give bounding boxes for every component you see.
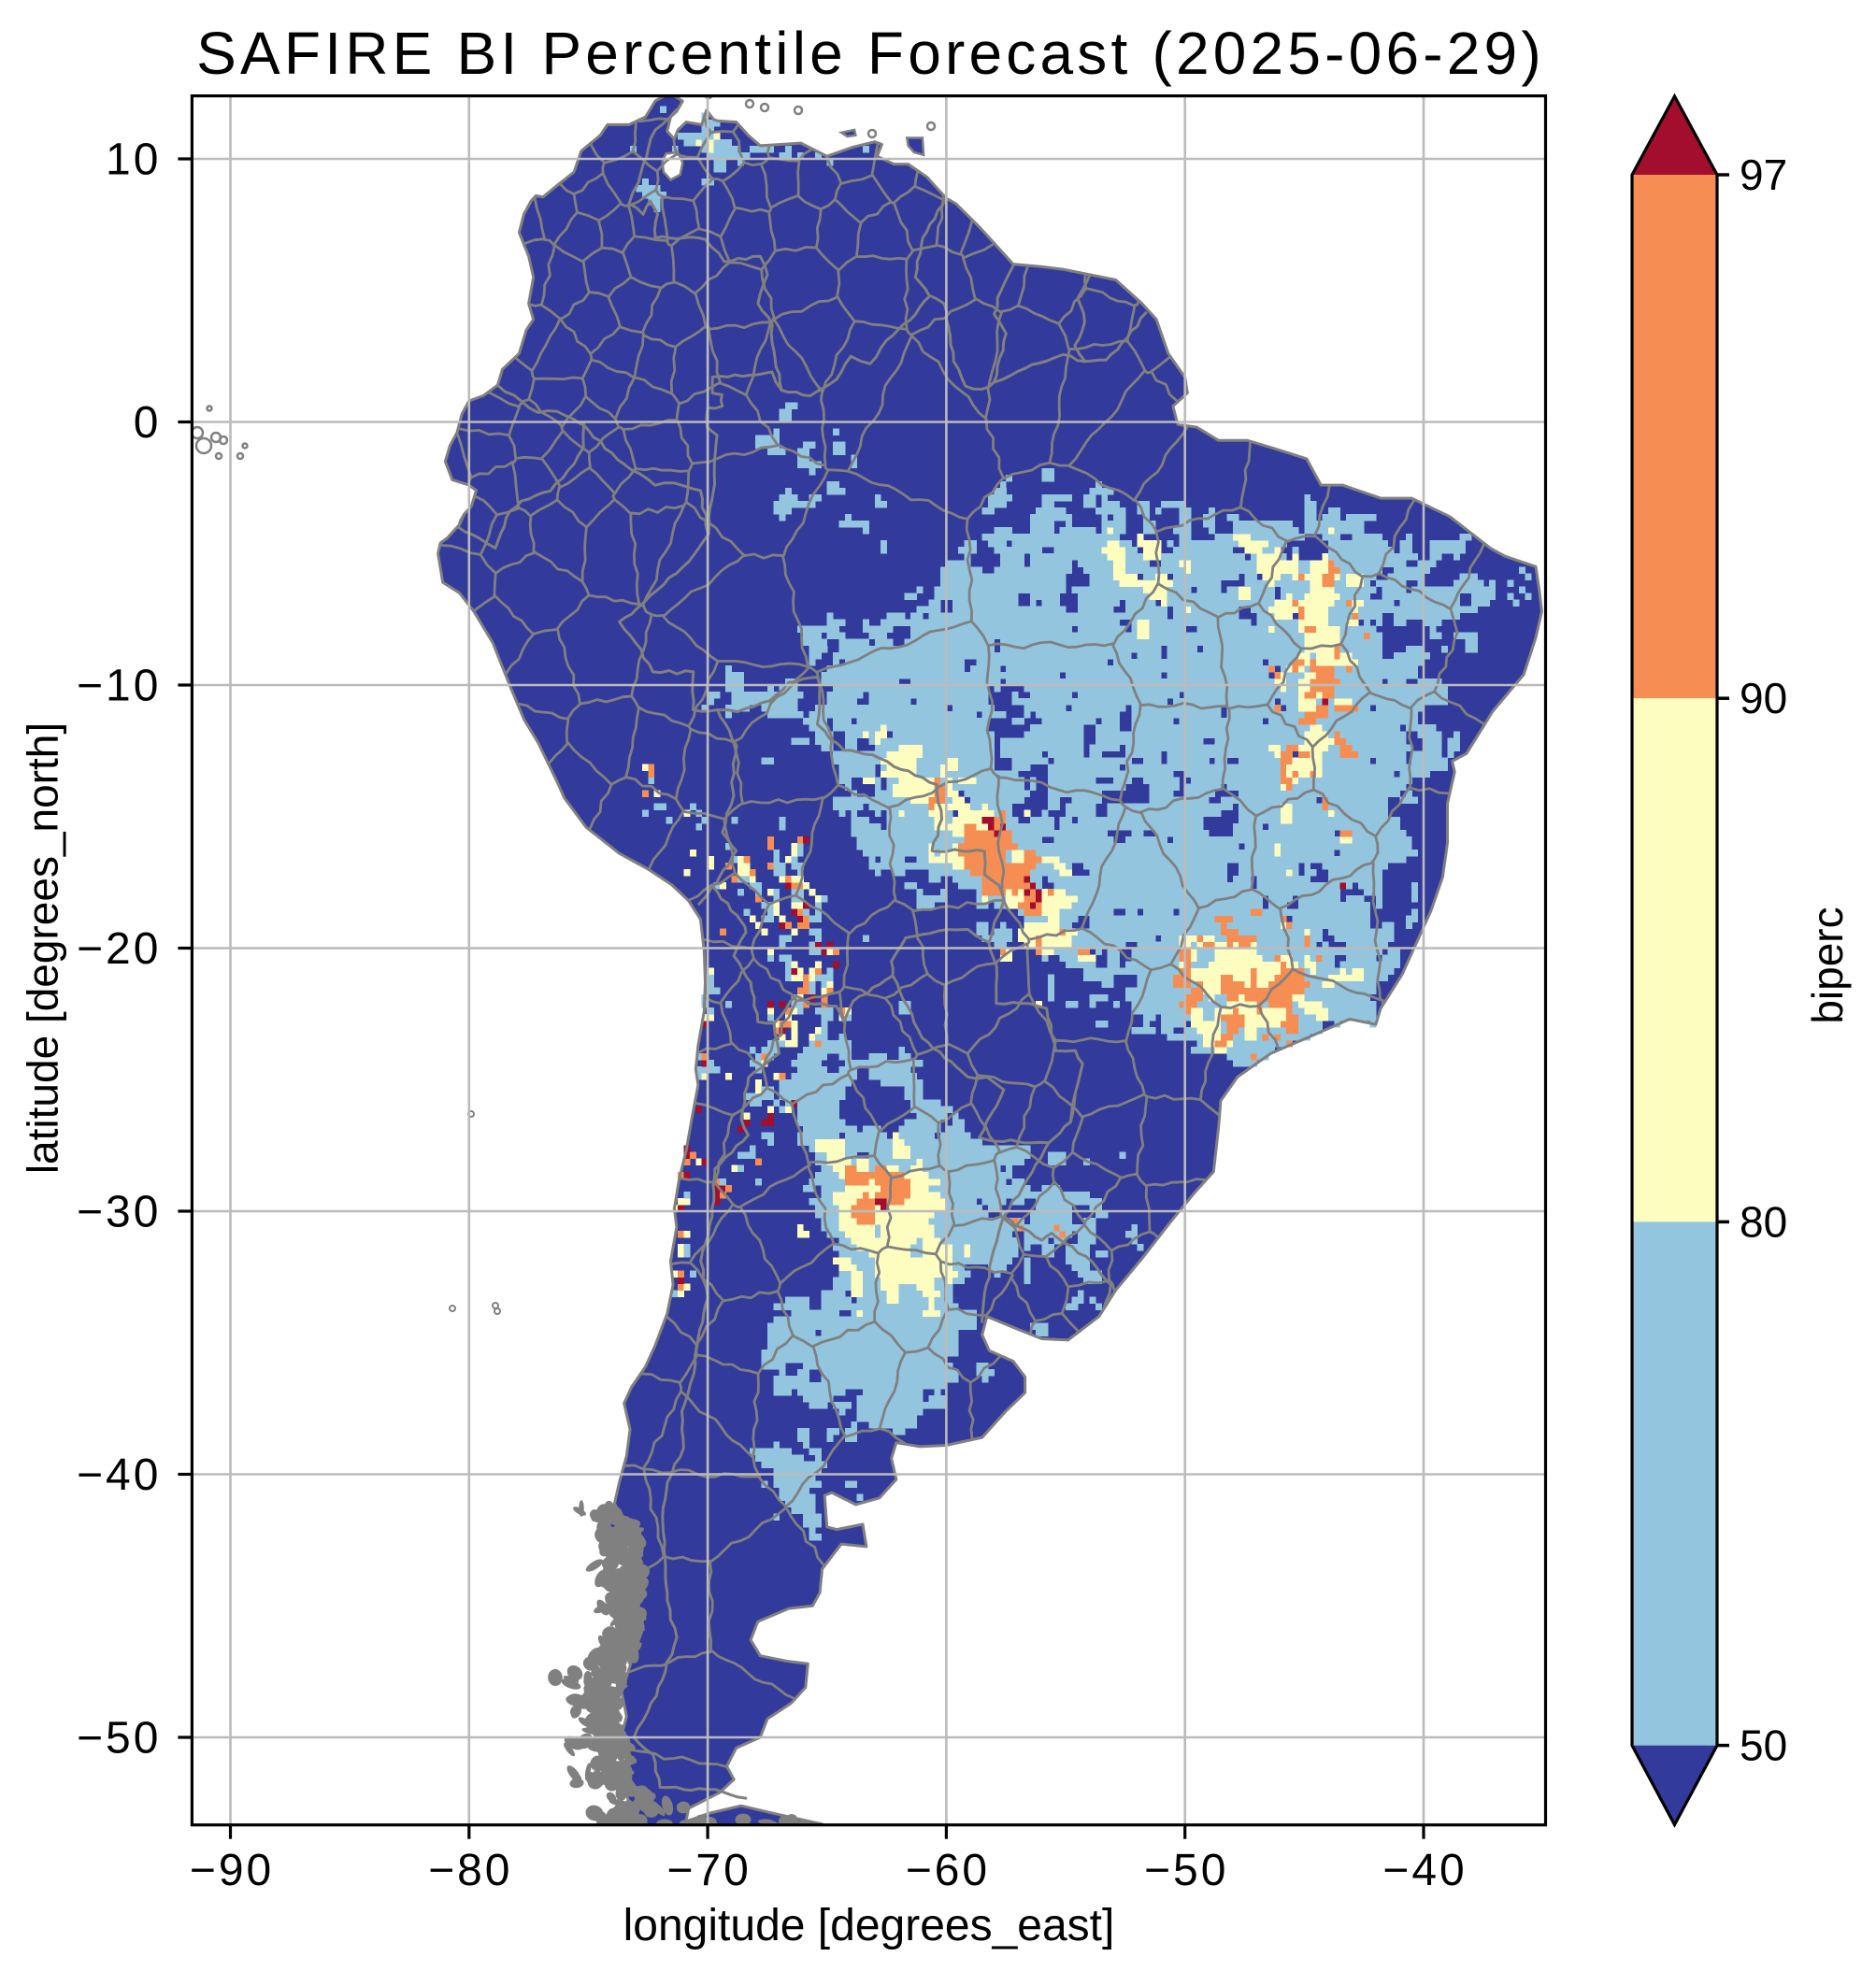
svg-text:90: 90 <box>1740 674 1787 722</box>
svg-text:80: 80 <box>1740 1197 1787 1246</box>
svg-text:−40: −40 <box>1382 1846 1467 1895</box>
svg-text:latitude [degrees_north]: latitude [degrees_north] <box>19 722 67 1174</box>
svg-text:biperc: biperc <box>1803 907 1852 1023</box>
svg-text:−10: −10 <box>77 662 161 711</box>
svg-text:97: 97 <box>1740 150 1787 199</box>
svg-text:−80: −80 <box>428 1846 512 1895</box>
svg-text:0: 0 <box>134 398 162 448</box>
svg-text:−60: −60 <box>906 1846 990 1895</box>
svg-text:−20: −20 <box>77 924 161 974</box>
svg-text:SAFIRE BI Percentile Forecast: SAFIRE BI Percentile Forecast (2025-06-2… <box>196 20 1545 87</box>
svg-text:−30: −30 <box>77 1188 161 1237</box>
svg-text:50: 50 <box>1740 1721 1787 1770</box>
svg-text:10: 10 <box>106 136 161 185</box>
svg-text:−50: −50 <box>77 1714 161 1764</box>
svg-text:−90: −90 <box>190 1846 274 1895</box>
svg-text:−40: −40 <box>77 1450 161 1500</box>
svg-text:−50: −50 <box>1144 1846 1228 1895</box>
svg-text:−70: −70 <box>666 1846 751 1895</box>
svg-text:longitude [degrees_east]: longitude [degrees_east] <box>623 1901 1115 1950</box>
